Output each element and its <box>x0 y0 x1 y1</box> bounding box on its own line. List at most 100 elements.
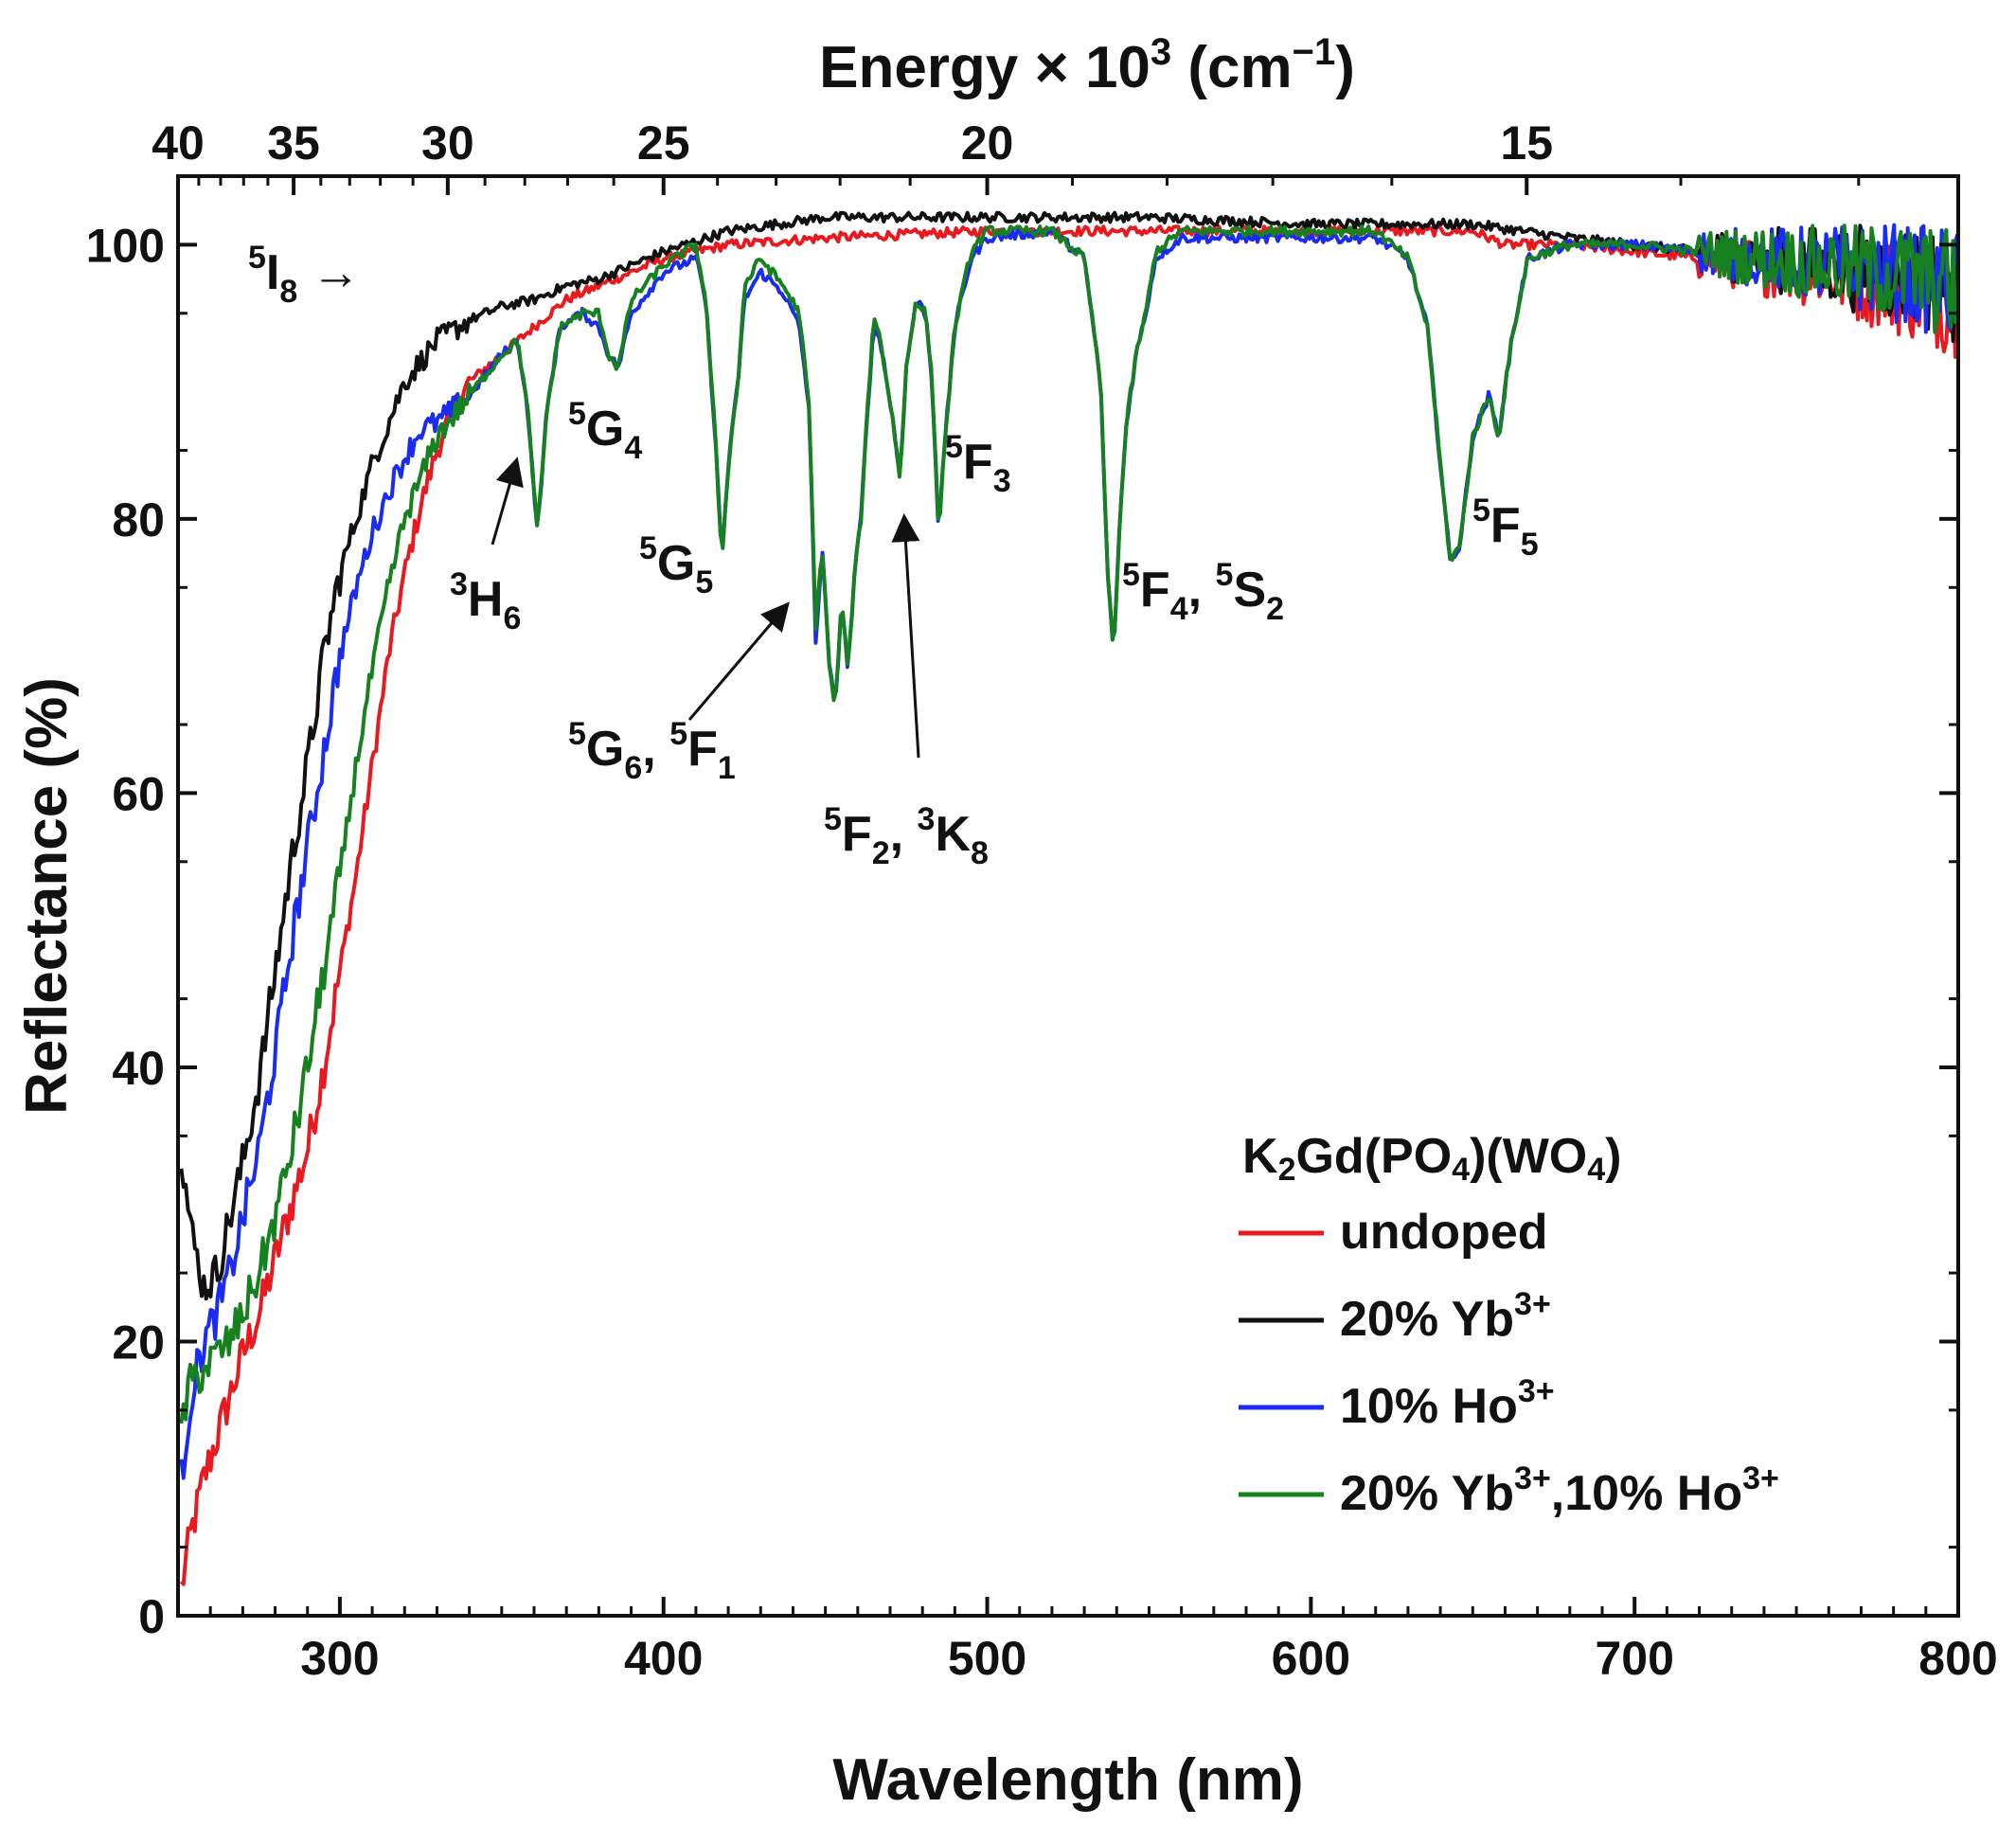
annotation-main: F <box>963 435 993 490</box>
annotation-main: G <box>586 402 624 456</box>
axis-titles: Wavelength (nm) Reflectance (%) Energy × 1… <box>14 31 1355 1813</box>
legend-title-part: Gd(PO <box>1295 1129 1452 1184</box>
annotation-sup: 5 <box>568 396 586 432</box>
annotation-H6: 3H6 <box>450 566 521 636</box>
y-tick-label: 60 <box>112 767 165 820</box>
annotation-sub: 6 <box>624 750 642 786</box>
annotation-arrow-line <box>491 456 524 546</box>
annotation-arrow-line <box>891 513 920 759</box>
annotation-main2: F <box>687 722 718 777</box>
x-axis-title: Wavelength (nm) <box>832 1747 1303 1813</box>
y-tick-label: 0 <box>138 1590 165 1643</box>
annotation-sup: 5 <box>824 801 842 837</box>
top-tick-label: 30 <box>421 116 474 170</box>
legend-entry-sup: 3+ <box>1514 1286 1551 1322</box>
annotation-F2K8: 5F2, 3K8 <box>824 801 989 871</box>
legend-entry-main: 20% Yb <box>1340 1292 1514 1347</box>
legend-entry-main: undoped <box>1340 1205 1548 1260</box>
legend-entry-sup2: 3+ <box>1742 1460 1779 1496</box>
legend-entry: 20% Yb3+,10% Ho3+ <box>1340 1460 1779 1521</box>
y-axis-title: Reflectance (%) <box>14 677 80 1115</box>
annotation-main2: K <box>935 807 971 862</box>
top-axis-title-end: ) <box>1335 35 1355 100</box>
annotation-F4S2: 5F4, 5S2 <box>1122 557 1284 627</box>
top-axis-title: Energy × 103 (cm−1) <box>819 31 1355 100</box>
annotation-sub: 8 <box>279 274 297 310</box>
legend-title-part: K <box>1242 1129 1278 1184</box>
annotation-main: F <box>1140 563 1170 618</box>
annotation-sub: 3 <box>993 463 1011 499</box>
annotation-sup: 5 <box>945 429 963 465</box>
series-line-4 <box>179 224 1958 1424</box>
series-line-1 <box>179 224 1958 1586</box>
annotation-F5: 5F5 <box>1472 492 1539 563</box>
legend-entry-main: 20% Yb <box>1340 1466 1514 1521</box>
top-axis-title-unit-sup: −1 <box>1293 31 1336 73</box>
series-curves <box>179 210 1958 1586</box>
x-tick-label: 500 <box>948 1632 1026 1685</box>
annotation-sep: , <box>1188 563 1216 618</box>
annotation-F3: 5F3 <box>945 429 1011 499</box>
x-tick-label: 800 <box>1918 1632 1997 1685</box>
annotation-main2: S <box>1233 563 1266 618</box>
annotation-main: F <box>842 807 872 862</box>
top-axis-title-main: Energy × 10 <box>819 35 1151 100</box>
annotation-sup: 5 <box>639 530 657 566</box>
series-layer <box>179 210 1958 1586</box>
annotation-sub: 5 <box>695 564 713 600</box>
annotation-G5: 5G5 <box>639 530 713 600</box>
annotation-sup: 5 <box>1122 557 1140 593</box>
annotation-main: F <box>1490 498 1521 553</box>
annotation-sup2: 5 <box>1216 557 1234 593</box>
x-tick-label: 600 <box>1272 1632 1350 1685</box>
legend-title-part: 4 <box>1452 1152 1470 1188</box>
y-tick-label: 80 <box>112 493 165 546</box>
top-axis-title-sup: 3 <box>1151 31 1171 73</box>
legend-entry-main: 10% Ho <box>1340 1379 1518 1434</box>
annotation-sub: 4 <box>1170 591 1188 627</box>
x-tick-label: 700 <box>1595 1632 1673 1685</box>
legend-title: K2Gd(PO4)(WO4) <box>1242 1129 1622 1188</box>
annotation-sup2: 5 <box>669 716 687 752</box>
annotation-sub2: 8 <box>971 835 989 871</box>
annotation-sub: 2 <box>872 835 890 871</box>
annotation-sub2: 2 <box>1266 591 1284 627</box>
top-axis-title-unit: (cm <box>1171 35 1292 100</box>
annotation-sub: 4 <box>624 430 642 466</box>
legend-title-part: 4 <box>1587 1152 1605 1188</box>
y-tick-label: 20 <box>112 1316 165 1369</box>
legend-title-part: ) <box>1605 1129 1621 1184</box>
annotation-G4: 5G4 <box>568 396 642 466</box>
top-tick-label: 25 <box>637 116 690 170</box>
annotation-sup: 5 <box>568 716 586 752</box>
legend-title-part: )(WO <box>1470 1129 1587 1184</box>
annotation-sub2: 1 <box>718 750 736 786</box>
annotation-sup2: 3 <box>918 801 936 837</box>
annotation-main: I <box>266 245 279 300</box>
legend-entry-rest: ,10% Ho <box>1551 1466 1742 1521</box>
x-tick-label: 300 <box>300 1632 379 1685</box>
annotation-main: H <box>468 572 504 627</box>
y-tick-label: 100 <box>86 219 165 272</box>
annotation-sep: , <box>890 807 918 862</box>
legend-title-part: 2 <box>1278 1152 1296 1188</box>
annotation-G6F1: 5G6, 5F1 <box>568 716 736 786</box>
plot-frame <box>176 174 1960 1618</box>
annotation-sup: 5 <box>248 240 266 276</box>
top-tick-label: 40 <box>152 116 205 170</box>
annotation-sup: 5 <box>1472 492 1490 528</box>
x-tick-label: 400 <box>624 1632 703 1685</box>
legend-entry-sup: 3+ <box>1518 1373 1555 1409</box>
annotation-main: G <box>586 722 624 777</box>
annotation-sub: 5 <box>1521 527 1539 563</box>
annotation-arrow: → <box>297 245 360 300</box>
series-line-3 <box>179 223 1958 1480</box>
annotation-sub: 6 <box>503 600 521 636</box>
series-line-2 <box>179 210 1958 1301</box>
legend-entry: undoped <box>1340 1205 1548 1260</box>
annotation-main: G <box>657 536 695 591</box>
y-tick-label: 40 <box>112 1042 165 1095</box>
